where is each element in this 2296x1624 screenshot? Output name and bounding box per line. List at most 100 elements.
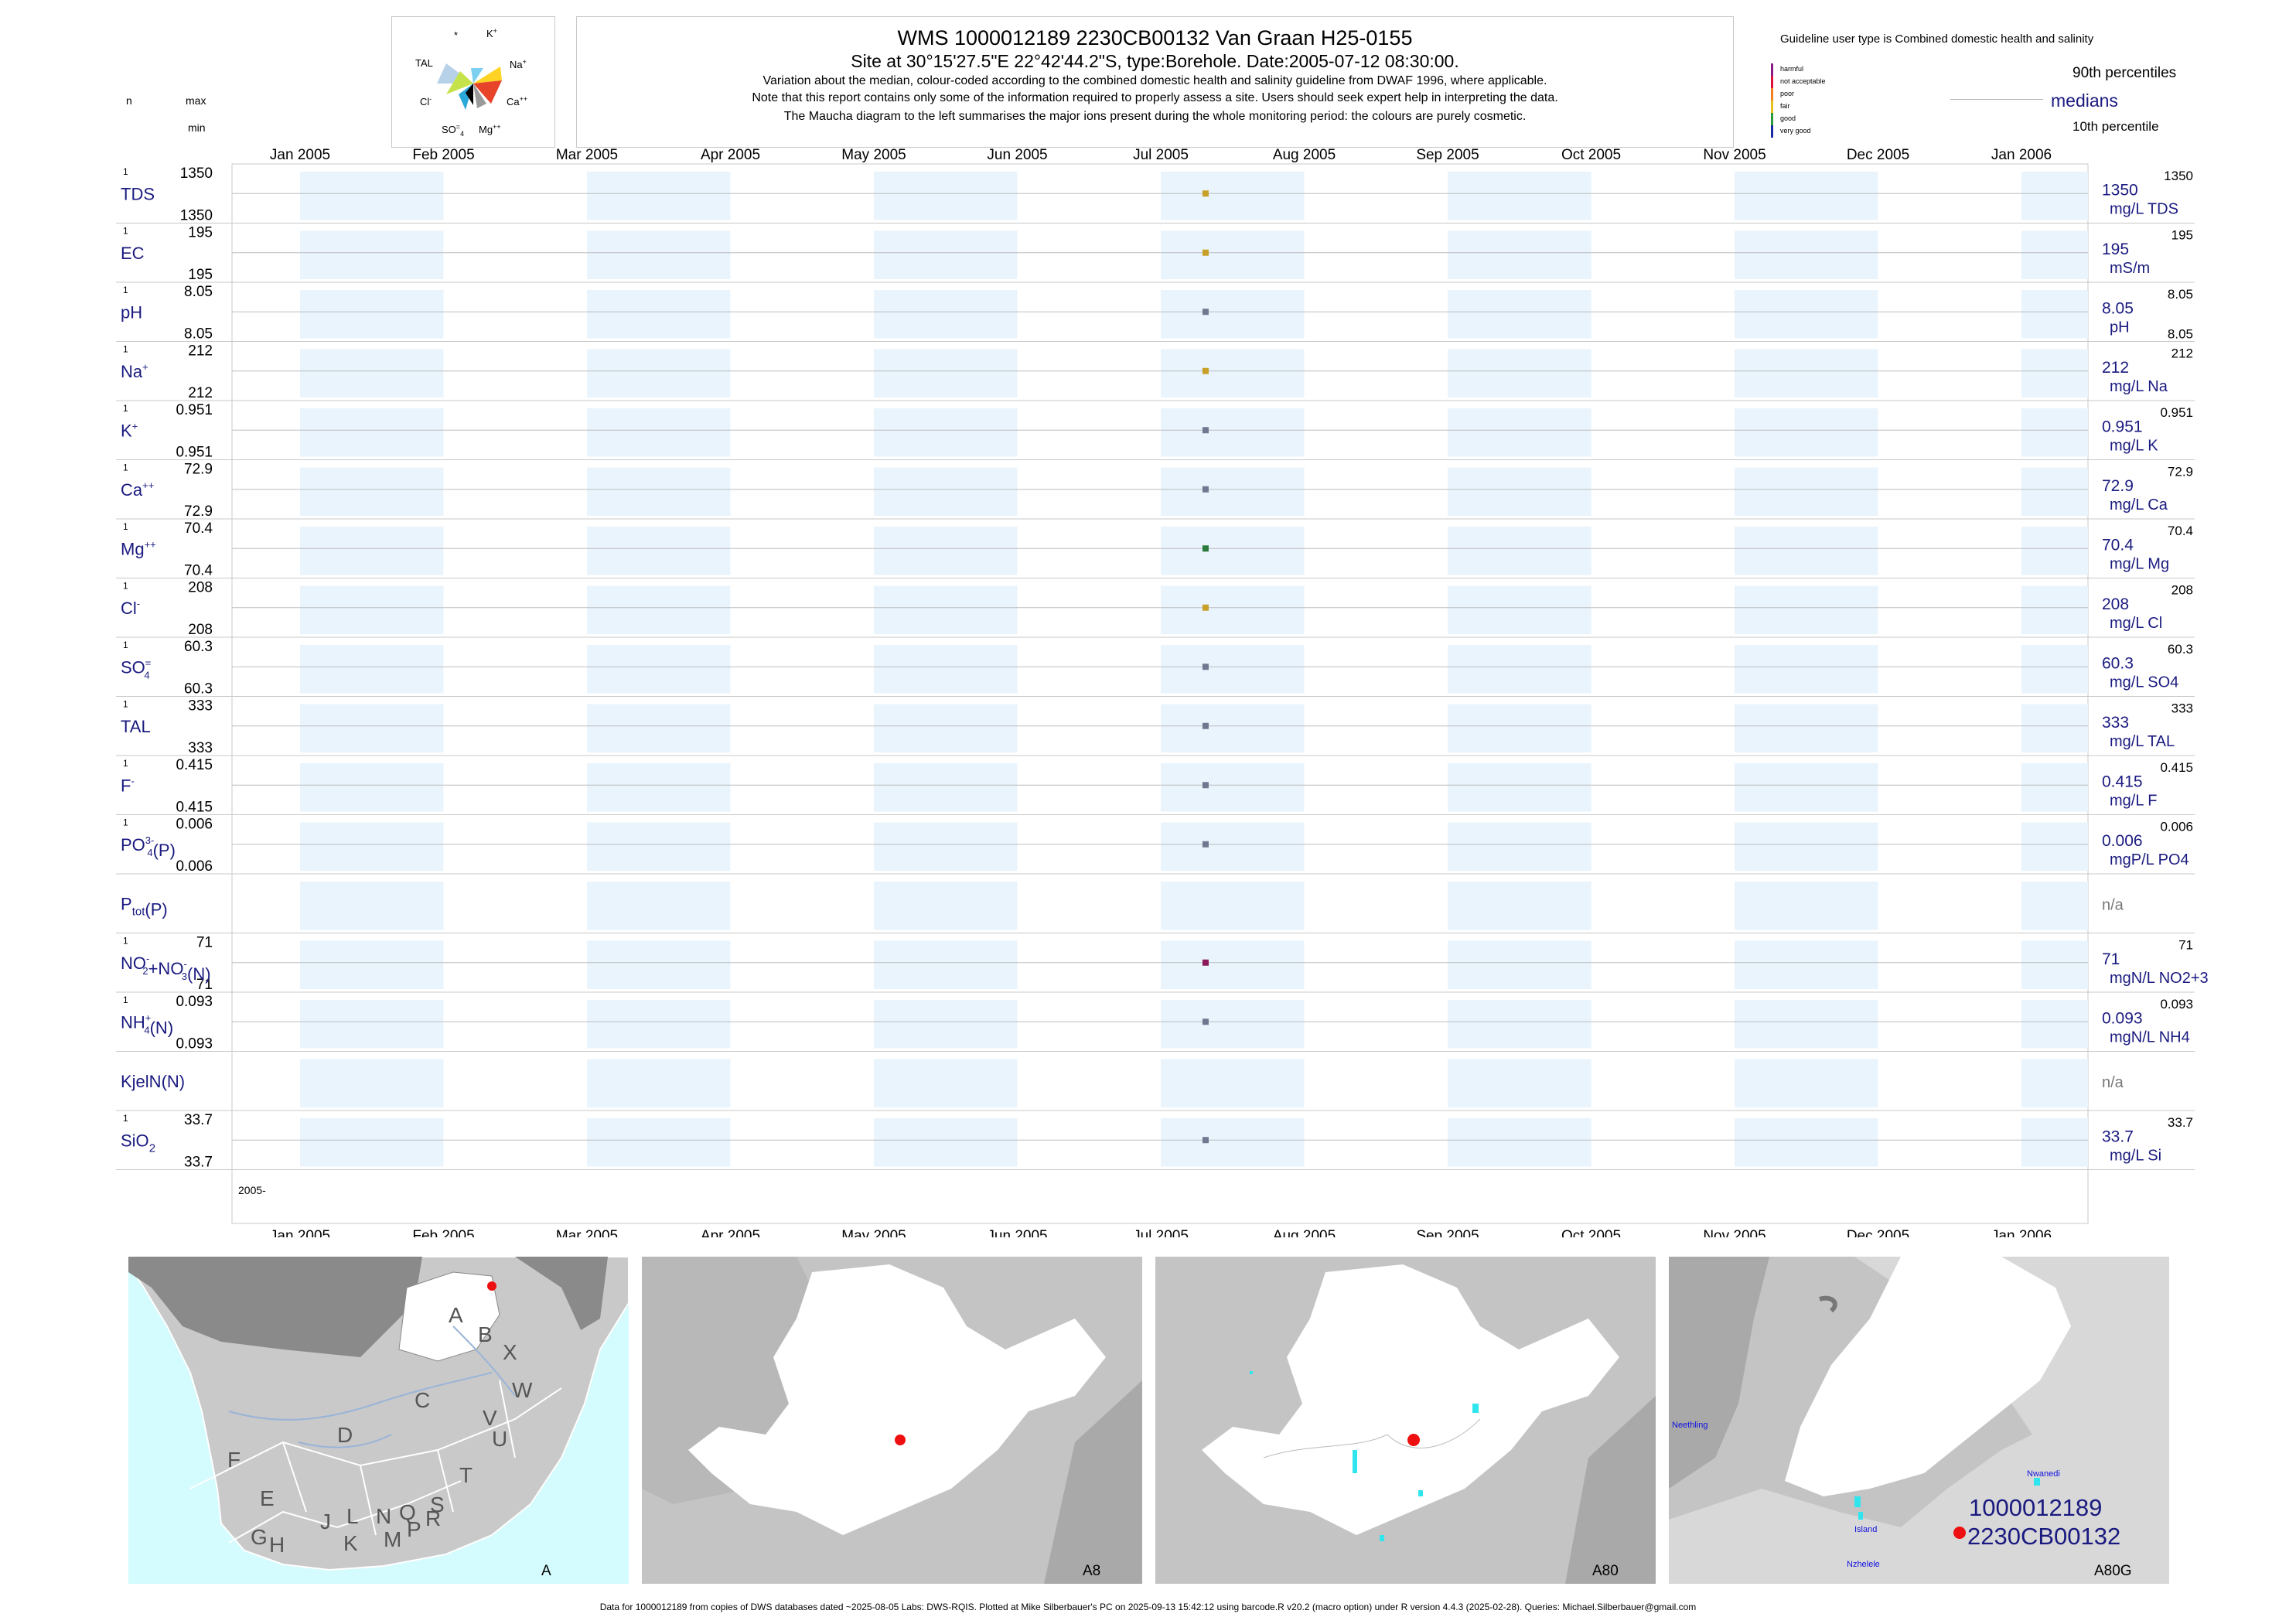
min-value-2: 8.05 xyxy=(184,326,213,343)
band-13-2 xyxy=(587,940,731,989)
maucha-label-tal: TAL xyxy=(415,57,433,69)
maucha-label-na: Na xyxy=(510,59,523,70)
band-0-6 xyxy=(1161,172,1305,220)
legend-label-2: poor xyxy=(1780,90,1794,97)
band-3-end xyxy=(2021,349,2088,397)
param-label-11: PO3-4(P) xyxy=(121,834,176,860)
footer-text: Data for 1000012189 from copies of DWS d… xyxy=(599,1602,1697,1612)
region-label-h: H xyxy=(269,1533,285,1557)
p90-value-5: 72.9 xyxy=(2168,465,2193,479)
band-11-6 xyxy=(1161,822,1305,871)
band-14-10 xyxy=(1735,1000,1878,1049)
maucha-diagram: * K+ TAL Na+ Cl- Ca++ SO=4 Mg++ xyxy=(415,27,527,138)
band-13-8 xyxy=(1448,940,1592,989)
band-3-10 xyxy=(1735,349,1878,397)
p90-value-4: 0.951 xyxy=(2160,405,2193,420)
param-label-15: KjelN(N) xyxy=(121,1072,185,1091)
median-value-3: 212 xyxy=(2102,359,2129,377)
unit-label-6: mg/L Mg xyxy=(2110,555,2169,572)
band-0-end xyxy=(2021,172,2088,220)
n-value-16: 1 xyxy=(123,1113,128,1124)
month-label-bottom-1: Feb 2005 xyxy=(412,1228,474,1237)
map-a8-tag: A8 xyxy=(1083,1563,1101,1579)
legend-label-4: good xyxy=(1780,114,1796,122)
unit-label-8: mg/L SO4 xyxy=(2110,674,2178,691)
region-label-d: D xyxy=(337,1423,353,1447)
max-header: max xyxy=(186,94,206,107)
band-12-8 xyxy=(1448,882,1592,930)
median-value-14: 0.093 xyxy=(2102,1009,2143,1027)
band-3-4 xyxy=(874,349,1018,397)
data-point-13 xyxy=(1202,959,1209,966)
p90-value-10: 0.415 xyxy=(2160,760,2193,775)
band-2-8 xyxy=(1448,290,1592,339)
band-3-8 xyxy=(1448,349,1592,397)
n-value-7: 1 xyxy=(123,581,128,592)
data-point-14 xyxy=(1202,1018,1209,1025)
param-label-2: pH xyxy=(121,302,142,322)
unit-label-11: mgP/L PO4 xyxy=(2110,851,2189,868)
maucha-label-cl: Cl xyxy=(420,96,429,107)
month-label-top-3: Apr 2005 xyxy=(701,147,760,163)
band-14-2 xyxy=(587,1000,731,1049)
legend-swatch-5 xyxy=(1771,125,1773,138)
data-point-16 xyxy=(1202,1137,1209,1144)
band-0-2 xyxy=(587,172,731,220)
region-label-w: W xyxy=(512,1378,533,1402)
band-7-end xyxy=(2021,585,2088,634)
median-legend-line xyxy=(1950,99,2043,100)
min-value-0: 1350 xyxy=(180,208,213,224)
n-value-5: 1 xyxy=(123,462,128,473)
region-label-e: E xyxy=(260,1486,275,1510)
min-value-13: 71 xyxy=(196,977,213,993)
band-4-10 xyxy=(1735,408,1878,457)
p90-value-13: 71 xyxy=(2178,938,2193,953)
month-label-bottom-8: Sep 2005 xyxy=(1416,1228,1479,1237)
band-12-6 xyxy=(1161,882,1305,930)
data-point-4 xyxy=(1202,427,1209,434)
band-1-2 xyxy=(587,230,731,279)
band-0-0 xyxy=(300,172,444,220)
min-value-8: 60.3 xyxy=(184,681,213,698)
month-label-bottom-9: Oct 2005 xyxy=(1561,1228,1621,1237)
data-point-3 xyxy=(1202,367,1209,374)
band-9-2 xyxy=(587,704,731,752)
band-8-4 xyxy=(874,645,1018,694)
n-value-9: 1 xyxy=(123,699,128,710)
band-12-2 xyxy=(587,882,731,930)
region-label-l: L xyxy=(346,1504,359,1528)
region-label-n: N xyxy=(376,1504,391,1528)
band-11-8 xyxy=(1448,822,1592,871)
band-12-4 xyxy=(874,882,1018,930)
band-6-0 xyxy=(300,527,444,575)
band-9-end xyxy=(2021,704,2088,752)
band-2-10 xyxy=(1735,290,1878,339)
month-label-top-11: Dec 2005 xyxy=(1847,147,1909,163)
median-value-8: 60.3 xyxy=(2102,654,2134,672)
legend-label-5: very good xyxy=(1780,127,1811,135)
time-series-chart: Jan 2005 Jan 2005 Feb 2005 Feb 2005 Mar 2005… xyxy=(116,147,2209,1237)
data-point-2 xyxy=(1202,309,1209,316)
band-11-4 xyxy=(874,822,1018,871)
band-16-2 xyxy=(587,1118,731,1167)
month-label-bottom-10: Nov 2005 xyxy=(1703,1228,1765,1237)
median-value-15: n/a xyxy=(2102,1074,2124,1091)
n-value-11: 1 xyxy=(123,817,128,828)
unit-label-14: mgN/L NH4 xyxy=(2110,1029,2190,1046)
month-label-bottom-0: Jan 2005 xyxy=(270,1228,330,1237)
month-label-top-5: Jun 2005 xyxy=(987,147,1047,163)
data-point-5 xyxy=(1202,486,1209,493)
n-value-14: 1 xyxy=(123,995,128,1005)
band-5-0 xyxy=(300,467,444,516)
year-label: 2005- xyxy=(238,1184,266,1196)
legend-label-3: fair xyxy=(1780,102,1790,110)
region-label-p: P xyxy=(407,1517,421,1541)
band-1-0 xyxy=(300,230,444,279)
median-value-7: 208 xyxy=(2102,595,2129,613)
band-4-8 xyxy=(1448,408,1592,457)
band-8-10 xyxy=(1735,645,1878,694)
band-6-8 xyxy=(1448,527,1592,575)
region-label-k: K xyxy=(343,1531,358,1555)
band-4-6 xyxy=(1161,408,1305,457)
